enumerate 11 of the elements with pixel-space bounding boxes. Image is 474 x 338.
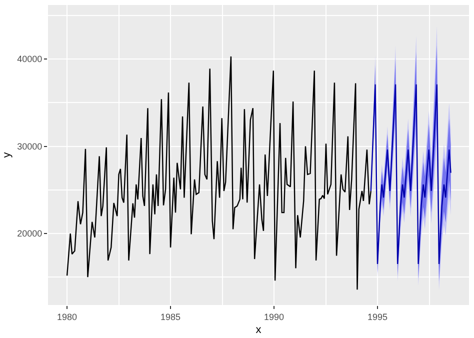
x-tick-label: 1990	[264, 312, 284, 322]
x-tick-label: 1985	[160, 312, 181, 322]
x-axis-title: x	[256, 324, 262, 336]
y-tick-label: 20000	[17, 228, 42, 239]
y-tick-label: 30000	[17, 141, 42, 152]
x-tick-label: 1980	[57, 312, 78, 322]
line-series	[66, 56, 372, 290]
y-tick-label: 40000	[17, 54, 42, 64]
y-axis-title: y	[0, 152, 13, 158]
line-series	[370, 84, 452, 265]
x-tick-label: 1995	[367, 312, 388, 322]
